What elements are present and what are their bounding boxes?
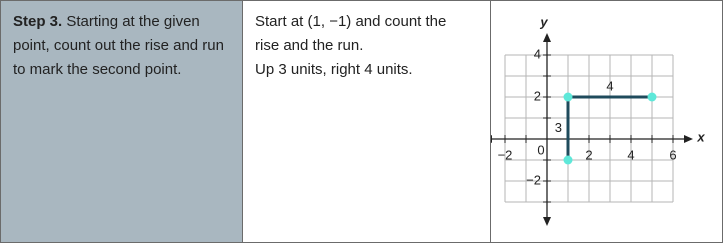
run-label: 4 (606, 78, 613, 93)
x-tick-label: 4 (627, 147, 634, 162)
x-tick-label: 2 (585, 147, 592, 162)
x-axis-label: x (696, 129, 705, 144)
explanation-line: Start at (1, −1) and count the rise and … (255, 13, 447, 54)
point (647, 92, 657, 102)
point (563, 155, 573, 165)
explanation-line: Up 3 units, right 4 units. (255, 61, 413, 78)
origin-label: 0 (537, 142, 544, 157)
rise-label: 3 (555, 120, 562, 135)
x-tick-label: −2 (498, 147, 513, 162)
step-cell: Step 3. Starting at the given point, cou… (1, 1, 243, 242)
step-text: Starting at the given point, count out t… (13, 13, 224, 78)
arrow (543, 217, 551, 226)
y-tick-label: −2 (526, 172, 541, 187)
y-axis-label: y (539, 14, 548, 29)
point (563, 92, 573, 102)
graph: x y 0 −2 2 4 6 −2 2 4 3 4 (483, 14, 705, 226)
explanation-cell: Start at (1, −1) and count the rise and … (243, 1, 491, 242)
arrow (543, 33, 551, 42)
graph-cell: x y 0 −2 2 4 6 −2 2 4 3 4 (483, 1, 722, 242)
y-tick-label: 2 (534, 88, 541, 103)
x-tick-label: 6 (669, 147, 676, 162)
arrow (684, 135, 693, 143)
y-tick-label: 4 (534, 46, 541, 61)
arrow (483, 135, 492, 143)
step-label: Step 3. (13, 13, 63, 30)
